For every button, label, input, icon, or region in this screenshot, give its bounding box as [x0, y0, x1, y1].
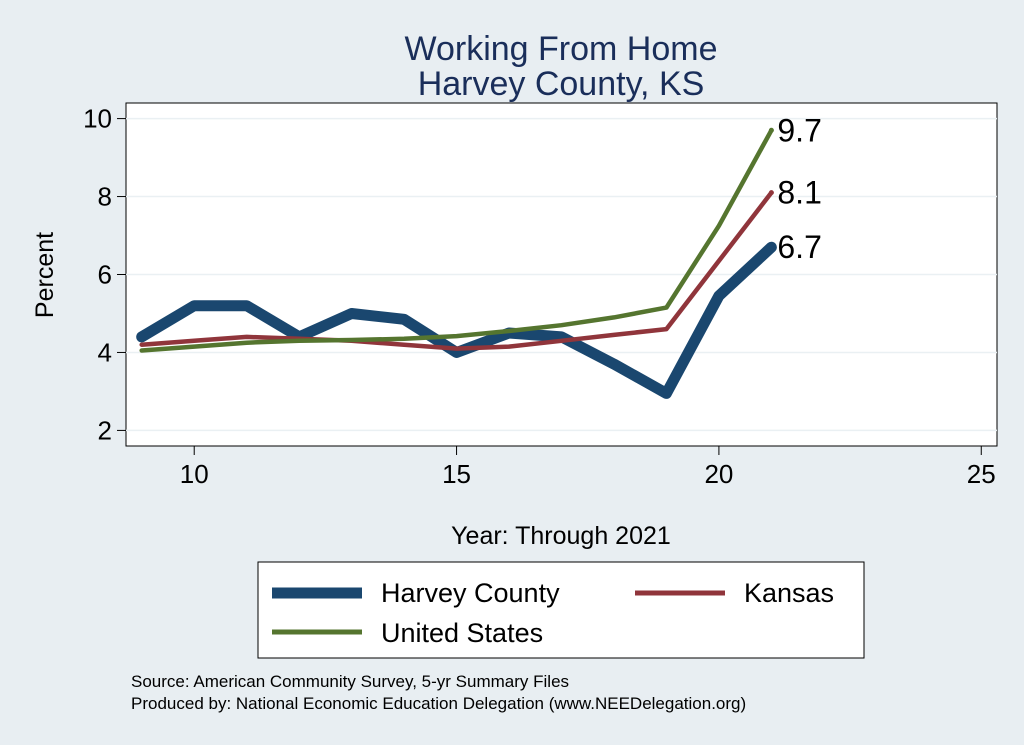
series-line-united-states: [139, 128, 774, 353]
series-line-kansas: [139, 190, 774, 351]
grid-lines: [126, 117, 997, 432]
x-axis-title: Year: Through 2021: [451, 522, 671, 550]
legend: Harvey County Kansas United States: [257, 561, 865, 659]
legend-label-united-states: United States: [381, 618, 543, 648]
y-tick-label: 10: [83, 104, 112, 134]
end-label-harvey-county: 6.7: [777, 229, 821, 265]
end-label-kansas: 8.1: [777, 175, 821, 211]
x-axis: 10 15 20 25: [180, 446, 996, 489]
legend-label-harvey-county: Harvey County: [381, 578, 560, 608]
y-tick-label: 2: [98, 415, 112, 445]
end-point-harvey-county: [768, 244, 774, 250]
series-line-harvey-county: [136, 241, 777, 399]
producer-note: Produced by: National Economic Education…: [131, 694, 746, 713]
series-lines: [136, 128, 777, 399]
end-label-united-states: 9.7: [777, 112, 821, 148]
x-tick-label: 20: [704, 459, 733, 489]
legend-label-kansas: Kansas: [744, 578, 834, 608]
legend-box: [257, 561, 865, 659]
end-point-kansas: [768, 190, 774, 196]
y-tick-label: 4: [98, 337, 112, 367]
end-labels: 6.7 8.1 9.7: [768, 112, 822, 265]
end-point-united-states: [768, 127, 774, 133]
chart-title-line-2: Harvey County, KS: [418, 65, 705, 103]
y-tick-label: 6: [98, 260, 112, 290]
y-tick-label: 8: [98, 182, 112, 212]
x-tick-label: 10: [180, 459, 209, 489]
source-note: Source: American Community Survey, 5-yr …: [131, 672, 569, 691]
y-axis-title: Percent: [31, 232, 59, 318]
x-tick-label: 25: [967, 459, 996, 489]
y-axis: 2 4 6 8 10: [83, 104, 126, 445]
x-tick-label: 15: [442, 459, 471, 489]
chart-title-line-1: Working From Home: [405, 30, 718, 68]
